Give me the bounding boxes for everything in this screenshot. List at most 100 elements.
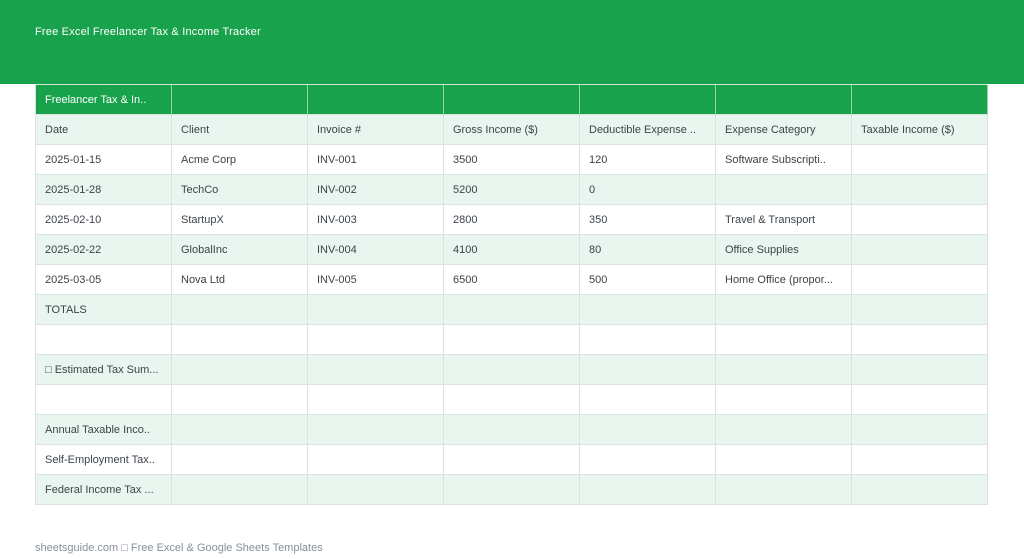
- sheet-cell[interactable]: 500: [580, 265, 716, 295]
- sheet-cell[interactable]: 120: [580, 145, 716, 175]
- sheet-cell[interactable]: 3500: [444, 145, 580, 175]
- sheet-cell[interactable]: [580, 415, 716, 445]
- sheet-cell[interactable]: [716, 175, 852, 205]
- sheet-cell[interactable]: 2025-02-10: [36, 205, 172, 235]
- sheet-cell[interactable]: □ Estimated Tax Sum...: [36, 355, 172, 385]
- sheet-cell[interactable]: [172, 445, 308, 475]
- sheet-cell[interactable]: Software Subscripti..: [716, 145, 852, 175]
- sheet-cell[interactable]: INV-002: [308, 175, 444, 205]
- sheet-cell[interactable]: [308, 445, 444, 475]
- sheet-cell[interactable]: [852, 205, 988, 235]
- sheet-cell[interactable]: [852, 385, 988, 415]
- sheet-cell[interactable]: GlobalInc: [172, 235, 308, 265]
- sheet-cell[interactable]: INV-005: [308, 265, 444, 295]
- sheet-cell[interactable]: [716, 355, 852, 385]
- sheet-cell[interactable]: 4100: [444, 235, 580, 265]
- sheet-cell[interactable]: Office Supplies: [716, 235, 852, 265]
- sheet-cell[interactable]: Self-Employment Tax..: [36, 445, 172, 475]
- sheet-cell[interactable]: [716, 415, 852, 445]
- sheet-cell[interactable]: [852, 475, 988, 505]
- sheet-cell[interactable]: [172, 385, 308, 415]
- sheet-row: 2025-01-15 Acme Corp INV-001 3500 120 Softwar…: [36, 145, 988, 175]
- sheet-cell[interactable]: [444, 445, 580, 475]
- column-header-cell: Deductible Expense ..: [580, 115, 716, 145]
- sheet-cell[interactable]: [580, 295, 716, 325]
- sheet-cell[interactable]: [172, 325, 308, 355]
- sheet-title-cell: [308, 85, 444, 115]
- sheet-cell[interactable]: [716, 475, 852, 505]
- sheet-cell[interactable]: [172, 415, 308, 445]
- sheet-cell[interactable]: 2800: [444, 205, 580, 235]
- sheet-cell[interactable]: [444, 385, 580, 415]
- sheet-cell[interactable]: [444, 295, 580, 325]
- sheet-cell[interactable]: [580, 385, 716, 415]
- column-header-cell: Expense Category: [716, 115, 852, 145]
- sheet-cell[interactable]: 2025-01-15: [36, 145, 172, 175]
- sheet-cell[interactable]: [852, 235, 988, 265]
- sheet-cell[interactable]: TechCo: [172, 175, 308, 205]
- sheet-cell[interactable]: [172, 295, 308, 325]
- sheet-cell[interactable]: StartupX: [172, 205, 308, 235]
- sheet-cell[interactable]: [716, 325, 852, 355]
- sheet-row: 2025-01-28 TechCo INV-002 5200 0: [36, 175, 988, 205]
- sheet-cell[interactable]: Home Office (propor...: [716, 265, 852, 295]
- sheet-cell[interactable]: [308, 475, 444, 505]
- sheet-cell[interactable]: Travel & Transport: [716, 205, 852, 235]
- sheet-cell[interactable]: 2025-03-05: [36, 265, 172, 295]
- sheet-cell[interactable]: 2025-01-28: [36, 175, 172, 205]
- sheet-cell[interactable]: [852, 415, 988, 445]
- sheet-cell[interactable]: [36, 385, 172, 415]
- sheet-cell[interactable]: [444, 475, 580, 505]
- sheet-cell[interactable]: [444, 325, 580, 355]
- sheet-cell[interactable]: [852, 445, 988, 475]
- sheet-row: 2025-03-05 Nova Ltd INV-005 6500 500 Home Off…: [36, 265, 988, 295]
- sheet-cell[interactable]: [852, 295, 988, 325]
- sheet-row: Self-Employment Tax..: [36, 445, 988, 475]
- sheet-cell[interactable]: [308, 295, 444, 325]
- sheet-cell[interactable]: INV-003: [308, 205, 444, 235]
- sheet-cell[interactable]: [852, 175, 988, 205]
- sheet-cell[interactable]: INV-001: [308, 145, 444, 175]
- sheet-cell[interactable]: Federal Income Tax ...: [36, 475, 172, 505]
- sheet-cell[interactable]: INV-004: [308, 235, 444, 265]
- sheet-cell[interactable]: Acme Corp: [172, 145, 308, 175]
- sheet-cell[interactable]: [172, 355, 308, 385]
- sheet-cell[interactable]: 5200: [444, 175, 580, 205]
- sheet-cell[interactable]: 6500: [444, 265, 580, 295]
- sheet-cell[interactable]: [580, 325, 716, 355]
- sheet-cell[interactable]: 350: [580, 205, 716, 235]
- sheet-cell[interactable]: [36, 325, 172, 355]
- sheet-cell[interactable]: 2025-02-22: [36, 235, 172, 265]
- sheet-cell[interactable]: Annual Taxable Inco..: [36, 415, 172, 445]
- sheet-cell[interactable]: [580, 475, 716, 505]
- sheet-cell[interactable]: [580, 355, 716, 385]
- sheet-cell[interactable]: [716, 295, 852, 325]
- sheet-title-cell: [580, 85, 716, 115]
- sheet-cell[interactable]: [444, 415, 580, 445]
- sheet-cell[interactable]: [716, 385, 852, 415]
- sheet-cell[interactable]: [852, 145, 988, 175]
- sheet-cell[interactable]: [580, 445, 716, 475]
- sheet-row: 2025-02-22 GlobalInc INV-004 4100 80 Office S…: [36, 235, 988, 265]
- sheet-cell[interactable]: [308, 415, 444, 445]
- sheet-cell[interactable]: [308, 355, 444, 385]
- sheet-cell[interactable]: 80: [580, 235, 716, 265]
- sheet-title-cell: [172, 85, 308, 115]
- sheet-cell[interactable]: TOTALS: [36, 295, 172, 325]
- sheet-cell[interactable]: [308, 385, 444, 415]
- sheet-cell[interactable]: [172, 475, 308, 505]
- sheet-cell[interactable]: [444, 355, 580, 385]
- sheet-cell[interactable]: [308, 325, 444, 355]
- sheet-cell[interactable]: [852, 325, 988, 355]
- sheet-cell[interactable]: [852, 355, 988, 385]
- column-header-cell: Date: [36, 115, 172, 145]
- column-header-cell: Gross Income ($): [444, 115, 580, 145]
- footer-credit: sheetsguide.com □ Free Excel & Google Sh…: [35, 542, 323, 554]
- sheet-cell[interactable]: Nova Ltd: [172, 265, 308, 295]
- sheet-cell[interactable]: 0: [580, 175, 716, 205]
- sheet-title-row: Freelancer Tax & In..: [36, 85, 988, 115]
- sheet-title-cell: Freelancer Tax & In..: [36, 85, 172, 115]
- spreadsheet: Freelancer Tax & In.. Date Client Invoice …: [35, 84, 988, 505]
- sheet-cell[interactable]: [716, 445, 852, 475]
- sheet-cell[interactable]: [852, 265, 988, 295]
